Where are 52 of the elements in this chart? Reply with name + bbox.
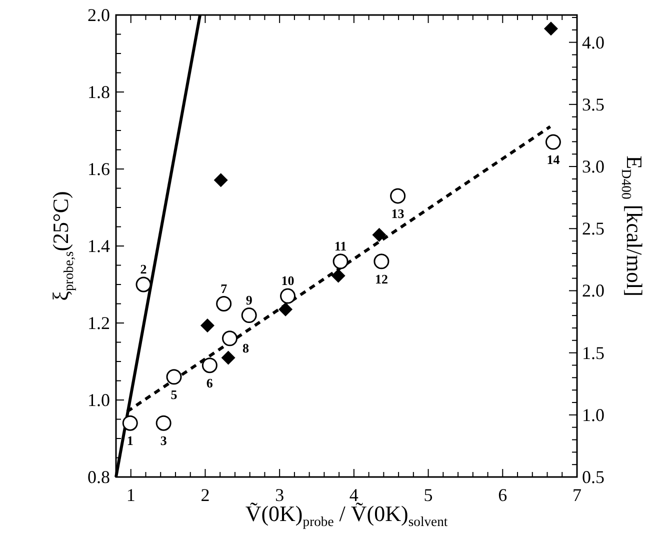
point: [374, 254, 390, 270]
y2-tick-label: 3.5: [582, 94, 604, 114]
point: [331, 268, 346, 283]
point: [156, 415, 172, 431]
annotation: 3: [160, 433, 168, 448]
annotation: 1: [126, 433, 134, 448]
y2-tick-label: 0.5: [582, 467, 604, 487]
point: [278, 302, 293, 316]
point: [372, 228, 386, 242]
y2-tick-label: 4.0: [582, 32, 604, 52]
y2-tick-label: 3.0: [582, 156, 604, 177]
annotation: 9: [246, 292, 253, 308]
y-tick-label: 1.2: [88, 313, 110, 333]
point: [544, 22, 558, 36]
y2-tick-label: 1.0: [582, 404, 604, 425]
x-tick-label: 1: [126, 485, 136, 505]
point: [280, 288, 296, 304]
x-tick-label: 7: [572, 485, 582, 505]
y2-tick-label: 2.0: [582, 280, 604, 301]
y2-tick-label: 2.5: [582, 218, 604, 239]
point: [214, 173, 228, 188]
annotation: 6: [206, 375, 214, 390]
point: [222, 330, 238, 346]
point: [545, 134, 561, 150]
x-tick-label: 6: [498, 485, 508, 505]
annotation: 8: [242, 340, 250, 356]
y-tick-label: 1.4: [88, 236, 110, 256]
point: [241, 308, 257, 324]
point: [332, 254, 348, 270]
point: [216, 296, 232, 312]
annotation: 13: [391, 206, 405, 221]
y-tick-label: 2.0: [88, 5, 110, 25]
point: [202, 358, 218, 374]
y-tick-label: 0.8: [88, 467, 110, 487]
point: [390, 188, 406, 204]
annotation: 2: [140, 262, 147, 276]
annotation: 7: [220, 280, 228, 296]
y-tick-label: 1.6: [88, 159, 110, 179]
x-tick-label: 2: [200, 485, 210, 505]
annotation: 12: [374, 271, 388, 286]
point: [166, 369, 182, 385]
point: [221, 350, 236, 365]
annotation: 10: [281, 273, 294, 288]
annotation: 14: [546, 152, 560, 168]
y-tick-label: 1.0: [88, 390, 110, 410]
annotation: 5: [170, 386, 178, 402]
y-tick-label: 1.8: [88, 82, 110, 102]
y2-tick-label: 1.5: [582, 342, 604, 363]
point: [122, 415, 138, 431]
annotation: 11: [334, 238, 347, 254]
point: [136, 276, 152, 292]
point: [200, 318, 214, 332]
